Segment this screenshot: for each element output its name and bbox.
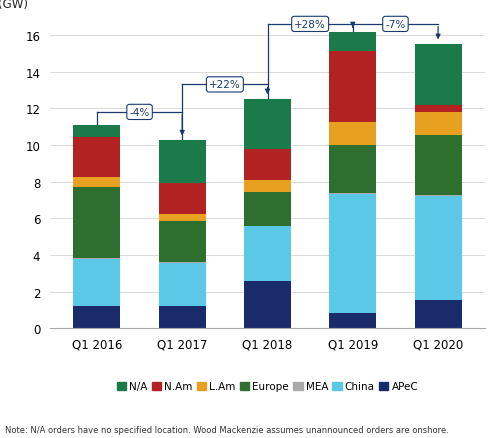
Bar: [159, 263, 206, 264]
Bar: [74, 258, 120, 260]
Bar: [414, 197, 462, 300]
Text: (GW): (GW): [0, 0, 28, 11]
Bar: [74, 187, 120, 258]
Bar: [244, 282, 291, 328]
Bar: [244, 150, 291, 180]
Bar: [414, 113, 462, 135]
Bar: [159, 264, 206, 307]
Text: Note: N/A orders have no specified location. Wood Mackenzie assumes unannounced : Note: N/A orders have no specified locat…: [5, 424, 449, 434]
Bar: [244, 227, 291, 282]
Bar: [159, 184, 206, 214]
Bar: [330, 33, 376, 52]
Bar: [159, 307, 206, 328]
Bar: [414, 196, 462, 197]
Bar: [244, 226, 291, 227]
Bar: [414, 135, 462, 196]
Bar: [414, 300, 462, 328]
Bar: [74, 307, 120, 328]
Text: -7%: -7%: [386, 20, 406, 30]
Bar: [159, 222, 206, 263]
Bar: [74, 260, 120, 307]
Bar: [244, 180, 291, 192]
Bar: [330, 123, 376, 145]
Bar: [330, 195, 376, 313]
Bar: [414, 45, 462, 106]
Bar: [244, 100, 291, 150]
Bar: [414, 106, 462, 113]
Bar: [330, 194, 376, 195]
Bar: [244, 192, 291, 226]
Bar: [330, 313, 376, 328]
Legend: N/A, N.Am, L.Am, Europe, MEA, China, APeC: N/A, N.Am, L.Am, Europe, MEA, China, APe…: [112, 377, 422, 396]
Bar: [330, 52, 376, 123]
Bar: [74, 177, 120, 187]
Bar: [159, 141, 206, 184]
Text: +22%: +22%: [209, 80, 240, 90]
Bar: [159, 214, 206, 222]
Text: -4%: -4%: [130, 108, 150, 118]
Bar: [330, 145, 376, 194]
Text: +28%: +28%: [294, 20, 326, 30]
Bar: [74, 125, 120, 138]
Bar: [74, 138, 120, 177]
